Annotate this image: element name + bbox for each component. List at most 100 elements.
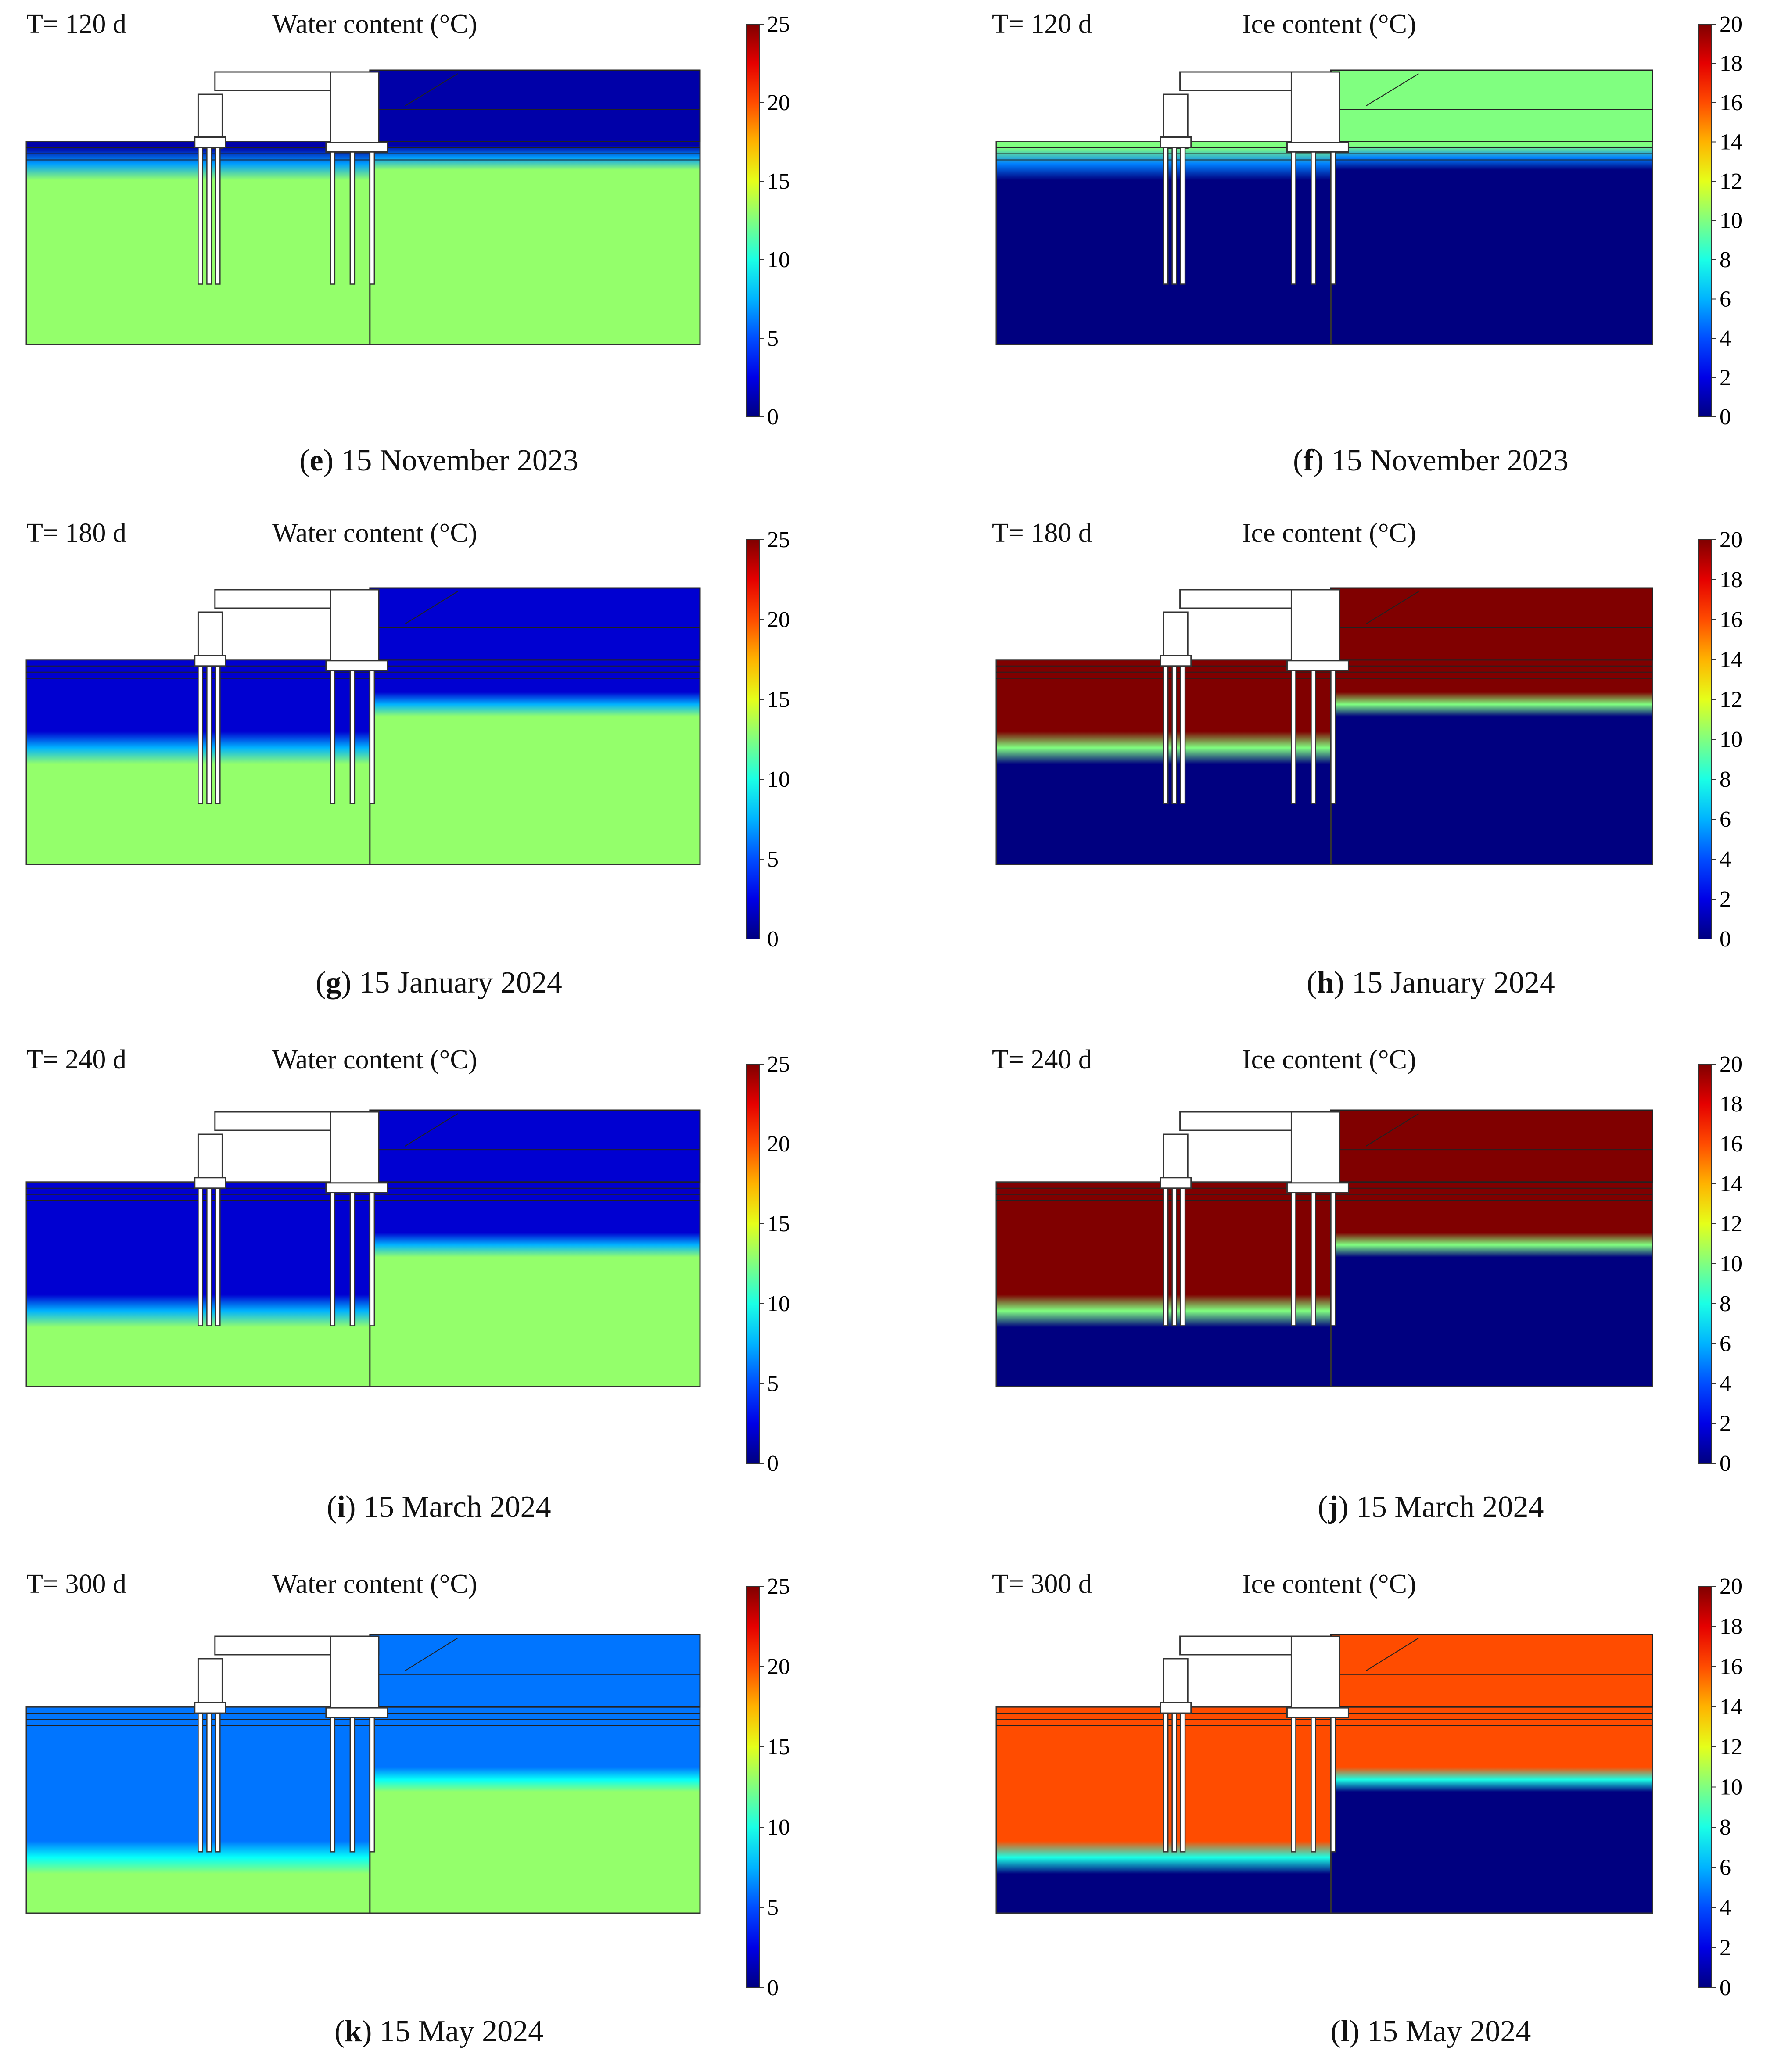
abutment [1290, 1635, 1340, 1714]
pile [1171, 1712, 1177, 1853]
caption-open: ( [1330, 2015, 1341, 2048]
panel-caption: (h) 15 January 2024 [1211, 965, 1650, 1000]
colorbar-tick-label: 10 [1720, 1775, 1742, 1800]
quantity-title: Water content (°C) [272, 1569, 478, 1599]
pile [1291, 670, 1296, 804]
colorbar-tick-label: 0 [1720, 1451, 1731, 1476]
caption-letter: l [1340, 2015, 1350, 2048]
caption-open: ( [1307, 966, 1317, 1000]
pile-cap-abutment [325, 1182, 388, 1194]
colorbar-tick-label: 14 [1720, 1172, 1742, 1197]
caption-date: 15 May 2024 [379, 2015, 544, 2048]
colorbar-tick-label: 0 [1720, 1975, 1731, 2000]
colorbar-tick-label: 25 [767, 1052, 790, 1077]
pile [1171, 1187, 1177, 1326]
abutment [330, 589, 380, 667]
pile [1171, 665, 1177, 804]
quantity-title: Water content (°C) [272, 9, 478, 39]
pile [1291, 1717, 1296, 1853]
colorbar-tick-label: 5 [767, 847, 779, 872]
colorbar-tick-label: 18 [1720, 1614, 1742, 1639]
colorbar-tick-label: 12 [1720, 1212, 1742, 1237]
colorbar-tick-label: 25 [767, 527, 790, 552]
caption-date: 15 March 2024 [363, 1490, 551, 1524]
time-label: T= 180 d [26, 518, 126, 548]
embankment [1330, 1634, 1653, 1708]
pile [215, 665, 221, 804]
embankment [369, 1109, 701, 1183]
pile [1291, 151, 1296, 285]
pile [206, 1187, 212, 1326]
pile [1163, 665, 1169, 804]
quantity-title: Ice content (°C) [1242, 1569, 1416, 1599]
colorbar-tick-label: 4 [1720, 847, 1731, 872]
colorbar-tick-label: 2 [1720, 887, 1731, 912]
pile [349, 1192, 356, 1326]
colorbar-tick-label: 6 [1720, 287, 1731, 312]
pile [1311, 670, 1316, 804]
caption-open: ( [1293, 444, 1304, 477]
pile [215, 147, 221, 285]
colorbar-tick-label: 14 [1720, 1695, 1742, 1720]
soil-domain-right [1330, 1706, 1653, 1914]
time-label: T= 300 d [992, 1569, 1092, 1599]
colorbar-tick-label: 12 [1720, 687, 1742, 712]
colorbar-tick-label: 5 [767, 326, 779, 351]
pile-cap-abutment [325, 142, 388, 153]
panel-caption: (g) 15 January 2024 [219, 965, 658, 1000]
soil-domain-right [1330, 1181, 1653, 1387]
pile [330, 670, 336, 804]
colorbar [746, 1064, 760, 1464]
colorbar-tick-label: 5 [767, 1371, 779, 1396]
pile [330, 1192, 336, 1326]
pile [215, 1712, 221, 1853]
pile [1180, 1187, 1186, 1326]
colorbar-tick-label: 20 [1720, 527, 1742, 552]
colorbar [746, 24, 760, 417]
pile [349, 670, 356, 804]
abutment [1290, 589, 1340, 667]
pile [330, 1717, 336, 1853]
colorbar-tick-label: 5 [767, 1895, 779, 1920]
quantity-title: Water content (°C) [272, 518, 478, 548]
caption-letter: j [1328, 1490, 1339, 1524]
colorbar [746, 539, 760, 939]
colorbar-tick-label: 2 [1720, 1936, 1731, 1961]
embankment [369, 69, 701, 142]
caption-letter: k [345, 2015, 362, 2048]
colorbar-tick-label: 0 [767, 1975, 779, 2000]
colorbar-tick-label: 8 [1720, 247, 1731, 272]
embankment [369, 587, 701, 661]
pile [215, 1187, 221, 1326]
pile [206, 665, 212, 804]
abutment [330, 1635, 380, 1714]
embankment-slope [1365, 73, 1419, 107]
pile-cap-abutment [1286, 1182, 1349, 1194]
pile [198, 147, 203, 285]
colorbar-tick-label: 4 [1720, 1895, 1731, 1920]
quantity-title: Water content (°C) [272, 1045, 478, 1075]
colorbar-tick-label: 8 [1720, 767, 1731, 792]
pile [206, 147, 212, 285]
caption-letter: h [1317, 966, 1334, 1000]
embankment-slope [405, 1638, 458, 1671]
colorbar [1698, 1586, 1712, 1988]
pile [330, 151, 336, 285]
caption-date: 15 January 2024 [1352, 966, 1555, 1000]
caption-close: ) [1334, 966, 1344, 1000]
abutment [1290, 1111, 1340, 1189]
pile [349, 1717, 356, 1853]
caption-date: 15 November 2023 [1331, 444, 1569, 477]
pile [1180, 665, 1186, 804]
pile [206, 1712, 212, 1853]
pile [369, 670, 375, 804]
soil-domain-right [369, 1181, 701, 1387]
time-label: T= 300 d [26, 1569, 126, 1599]
caption-open: ( [299, 444, 310, 477]
caption-close: ) [1313, 444, 1324, 477]
quantity-title: Ice content (°C) [1242, 9, 1416, 39]
abutment [330, 71, 380, 148]
embankment-slope [405, 591, 458, 624]
